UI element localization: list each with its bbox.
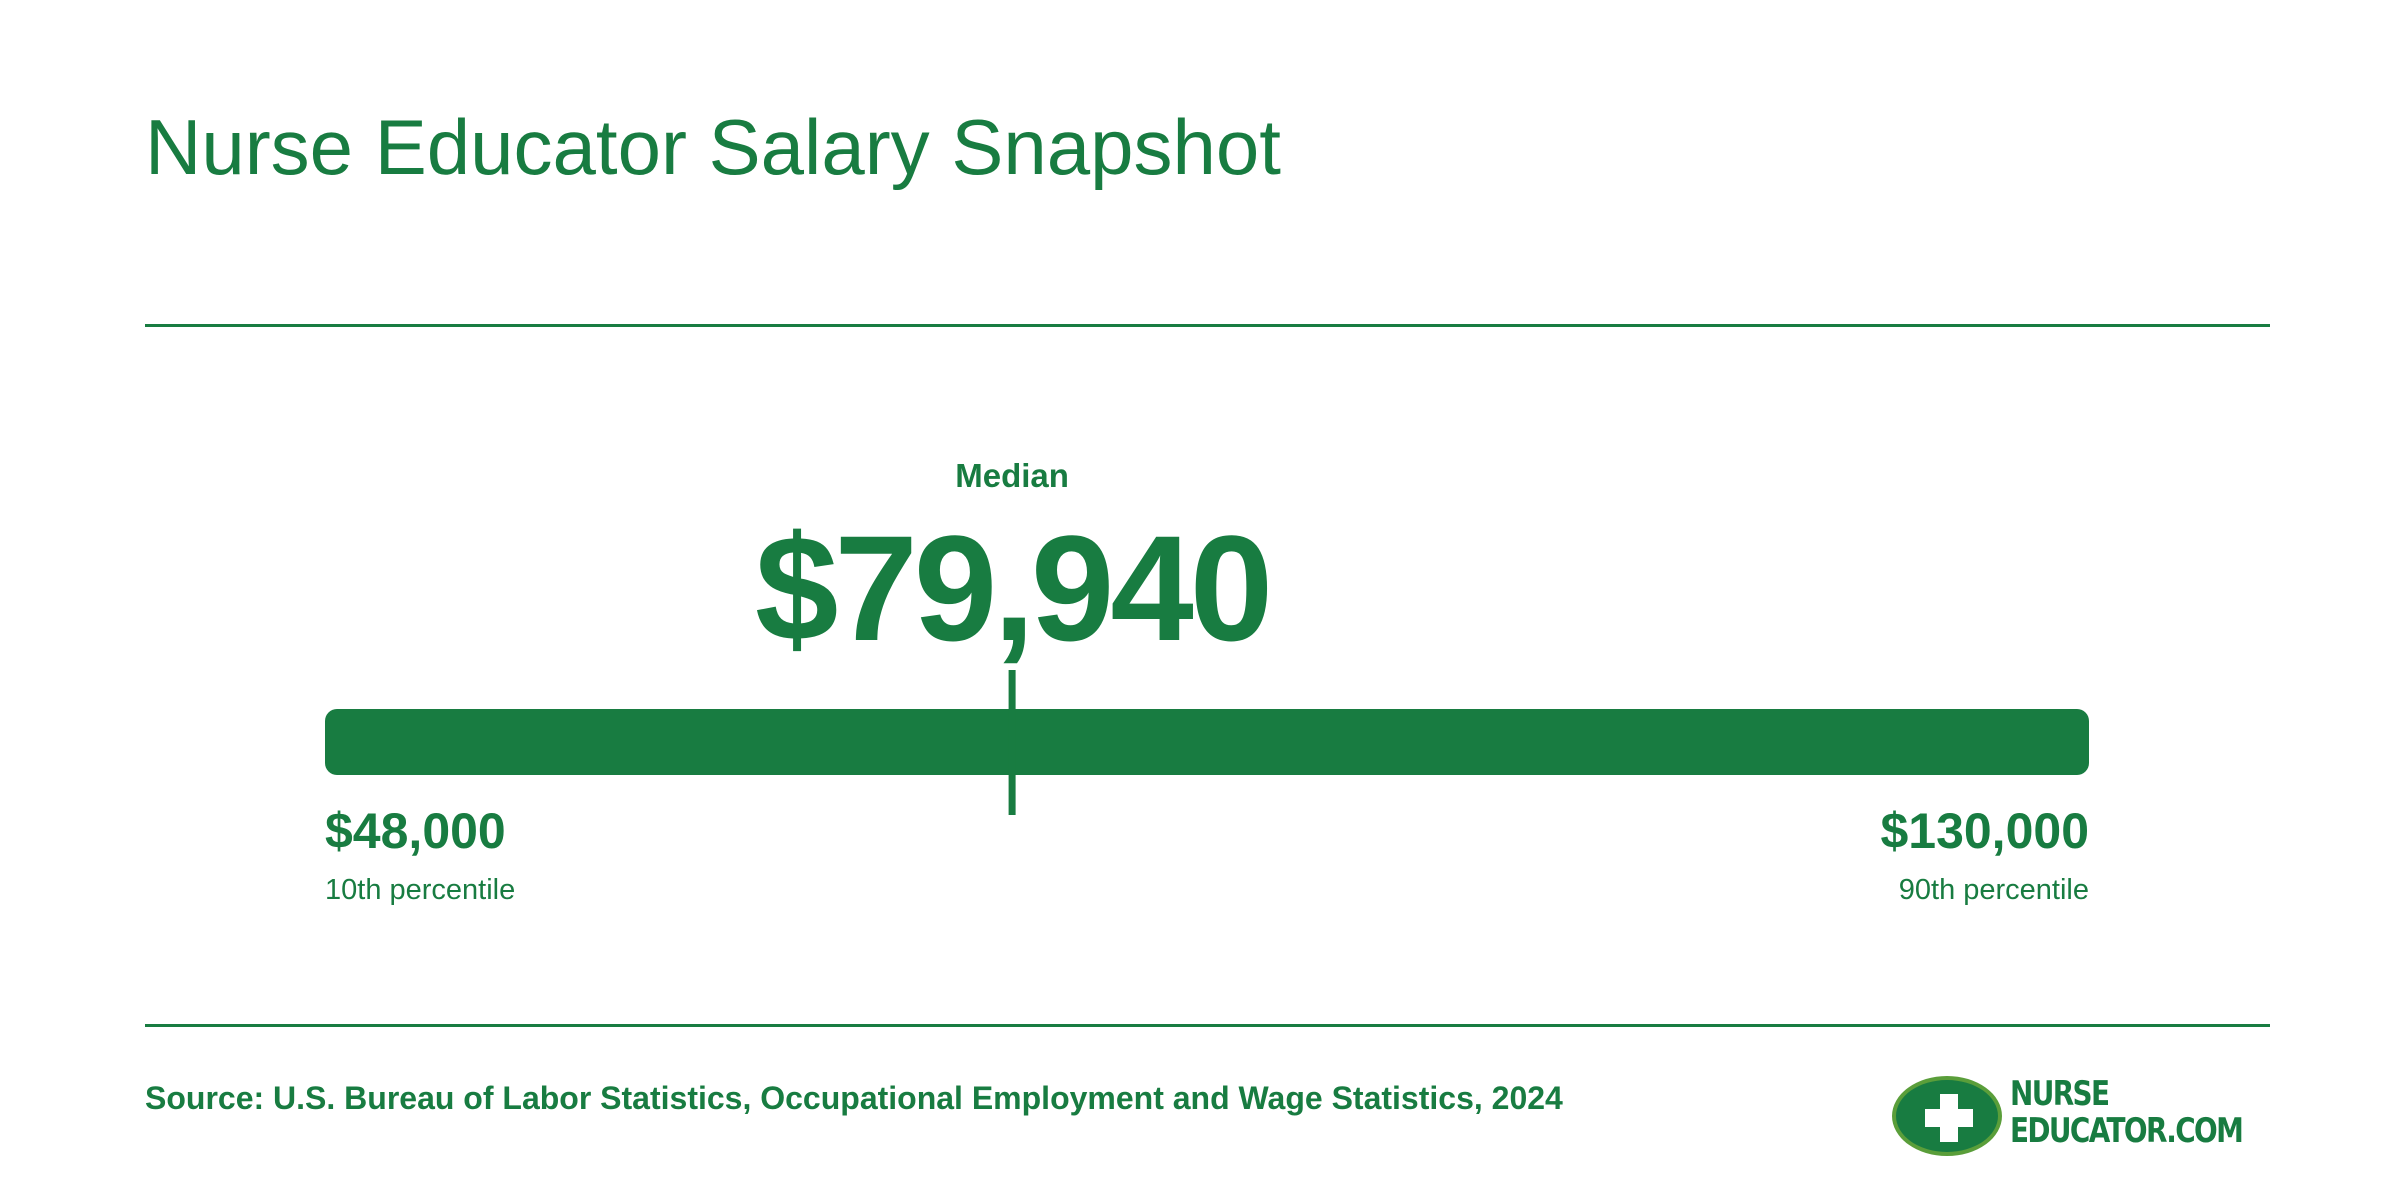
- page-title: Nurse Educator Salary Snapshot: [145, 103, 1281, 191]
- logo-line-1: NURSE: [2010, 1074, 2110, 1114]
- source-citation: Source: U.S. Bureau of Labor Statistics,…: [145, 1080, 1563, 1116]
- brand-logo: NURSE EDUCATOR.COM: [1890, 1072, 2250, 1160]
- low-value: $48,000: [325, 803, 506, 859]
- logo-line-2: EDUCATOR.COM: [2010, 1111, 2244, 1151]
- salary-range-bar: [325, 709, 2089, 775]
- high-value: $130,000: [1880, 803, 2089, 859]
- logo-wordmark: NURSE EDUCATOR.COM: [2010, 1074, 2244, 1151]
- bottom-divider: [145, 1024, 2270, 1027]
- median-label: Median: [955, 457, 1069, 494]
- median-value: $79,940: [755, 504, 1269, 672]
- medical-cross-icon: [1892, 1076, 2002, 1156]
- low-percentile-label: 10th percentile: [325, 874, 515, 906]
- high-percentile-label: 90th percentile: [1899, 874, 2089, 906]
- top-divider: [145, 324, 2270, 327]
